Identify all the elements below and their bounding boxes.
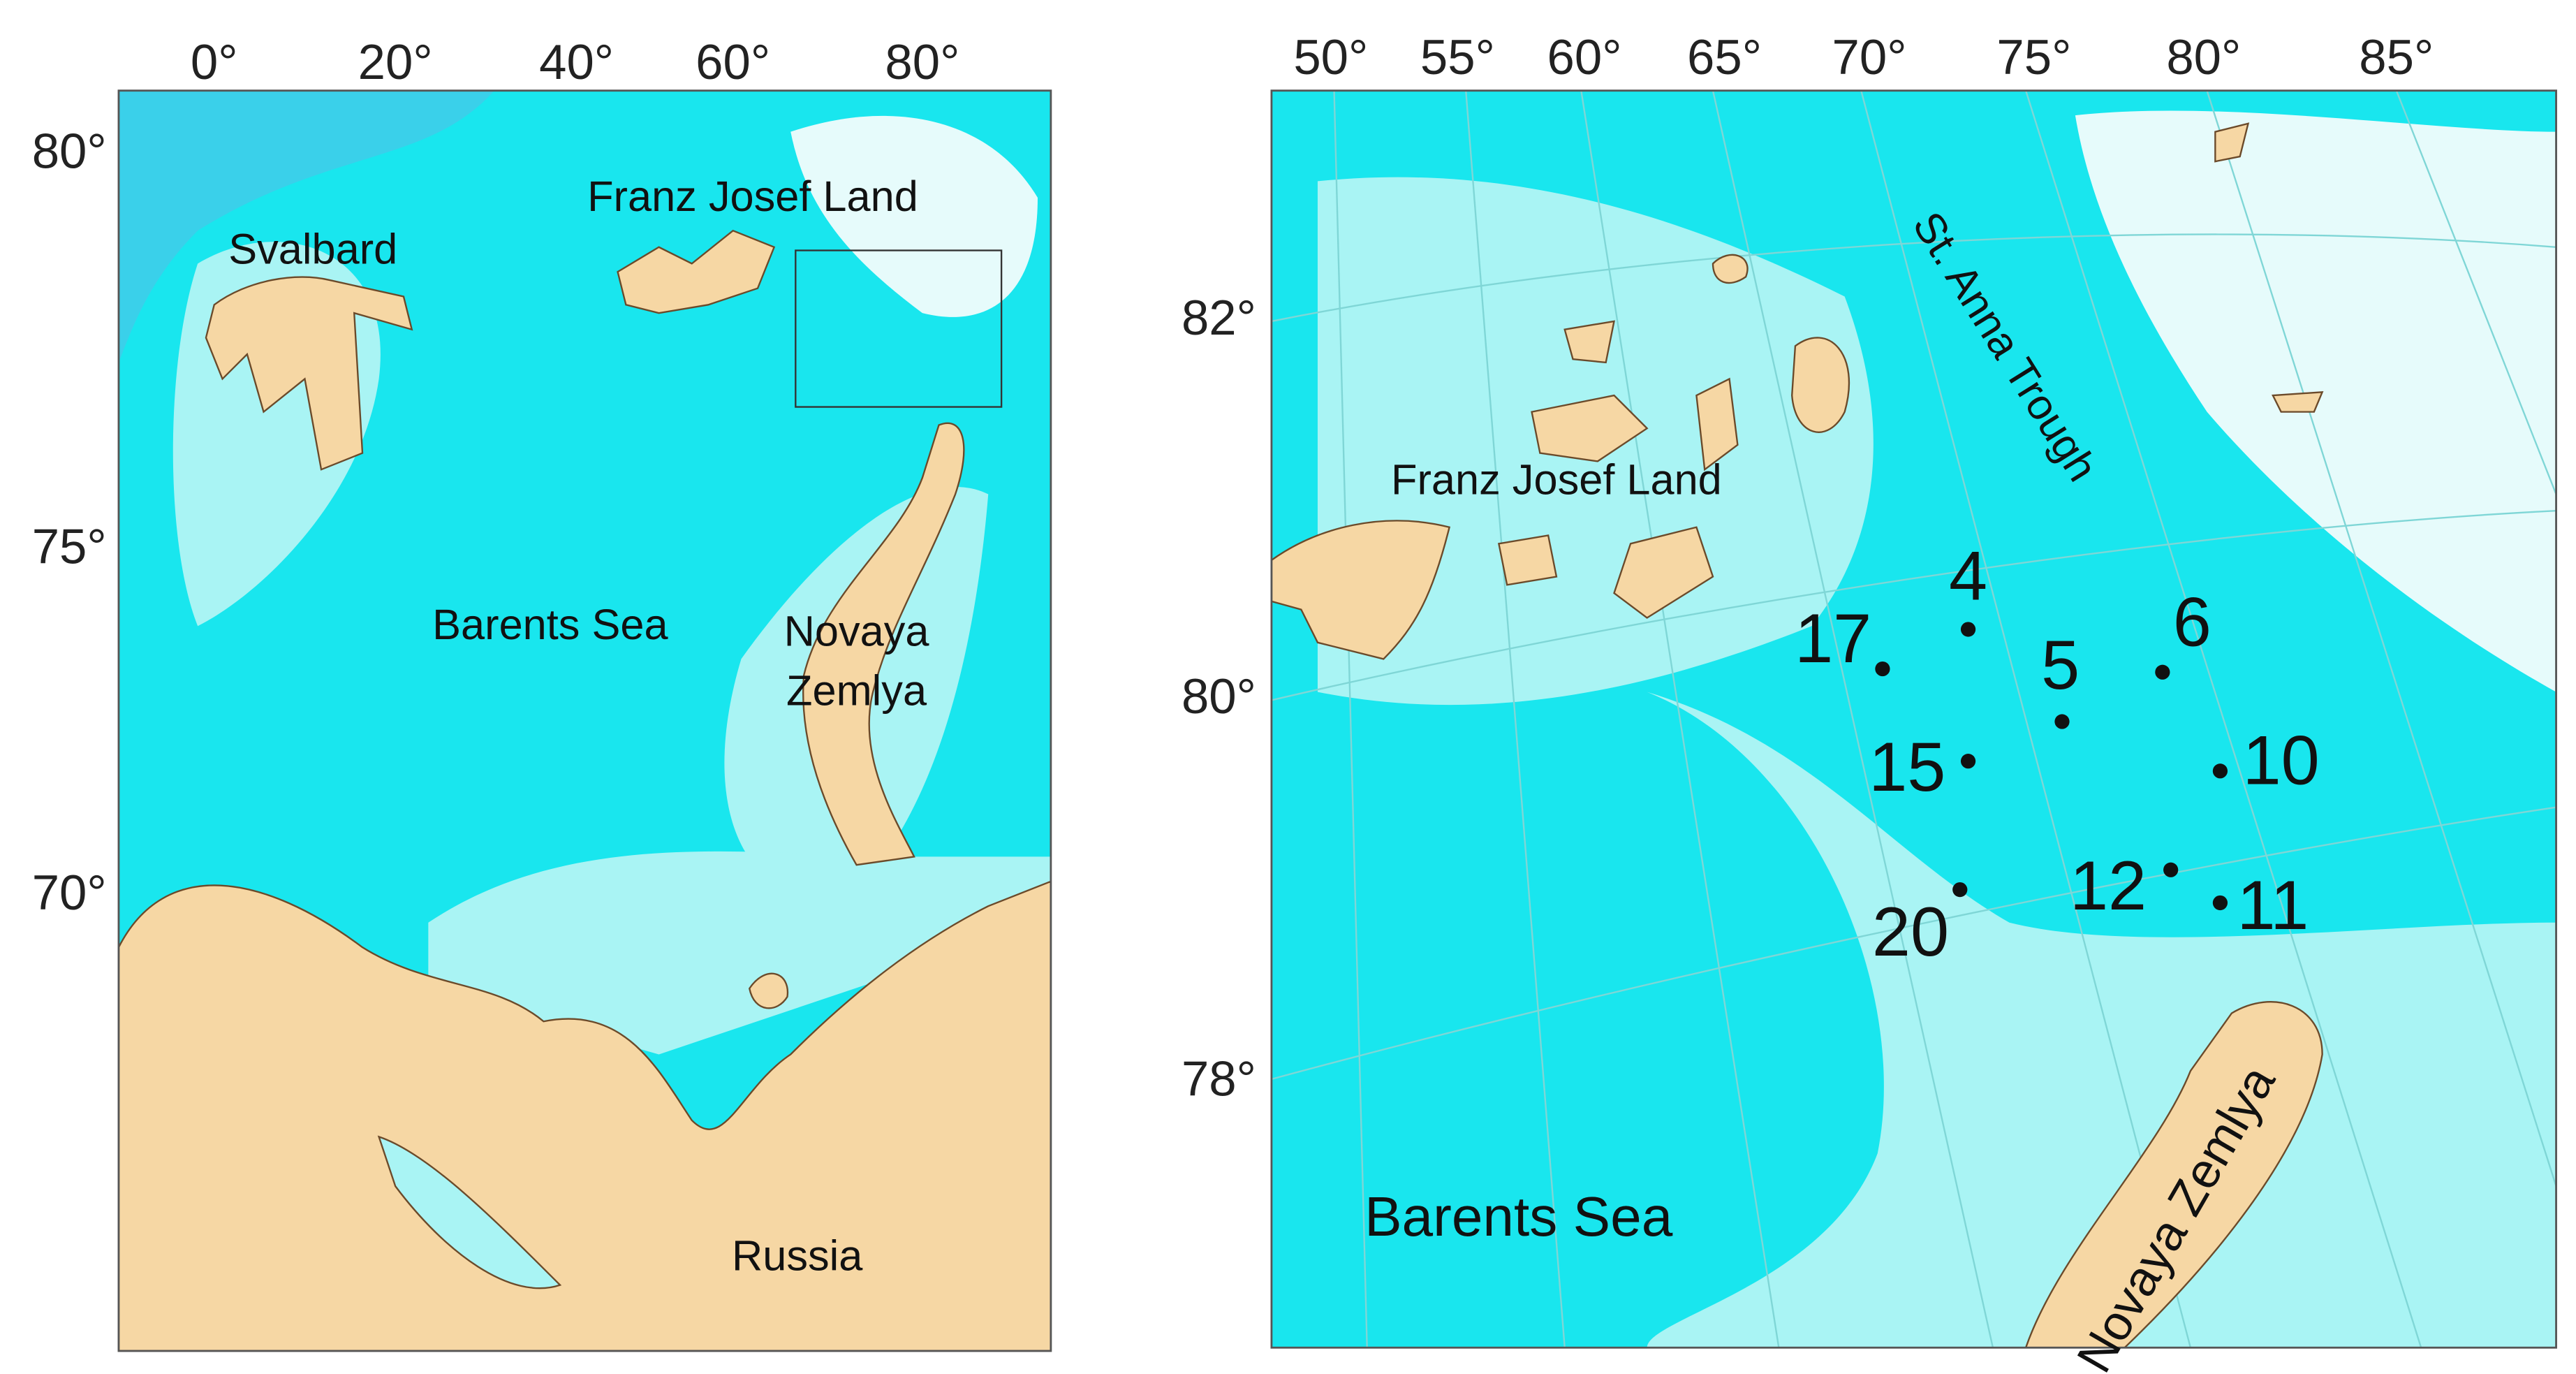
latitude-label: 75° <box>32 519 107 574</box>
franz-josef-land <box>1791 337 1850 433</box>
franz-josef-land <box>617 229 776 314</box>
station-dot <box>2163 862 2179 877</box>
longitude-label: 60° <box>1547 29 1622 85</box>
latitude-label: 80° <box>1182 668 1256 724</box>
station-dot <box>2212 895 2228 911</box>
kolguev <box>749 972 789 1009</box>
graticule <box>1333 90 2557 1348</box>
longitude-label: 65° <box>1687 29 1762 85</box>
place-label: Svalbard <box>228 224 397 272</box>
frame <box>1270 89 2557 1349</box>
longitude-label: 85° <box>2359 29 2434 85</box>
station-dot <box>2155 664 2170 680</box>
station-label: 12 <box>2070 847 2147 924</box>
place-label: Russia <box>732 1231 863 1279</box>
longitude-label: 80° <box>2166 29 2241 85</box>
station-label: 6 <box>2173 583 2211 661</box>
latitude-label: 80° <box>32 124 107 179</box>
longitude-label: 20° <box>358 34 433 89</box>
franz-josef-land <box>1531 394 1649 462</box>
russia <box>117 880 1052 1352</box>
station-dot <box>1952 882 1968 898</box>
longitude-label: 0° <box>191 34 238 89</box>
station-label: 4 <box>1949 536 1987 614</box>
station-label: 5 <box>2041 626 2080 703</box>
right-map <box>1270 89 2557 1349</box>
franz-josef-land <box>1613 526 1714 619</box>
longitude-label: 75° <box>1996 29 2071 85</box>
svalbard <box>205 276 413 471</box>
novaya-zemlya <box>802 422 965 866</box>
latitude-label: 70° <box>32 865 107 920</box>
station-label: 15 <box>1869 728 1945 805</box>
place-label: Zemlya <box>786 666 927 714</box>
longitude-label: 70° <box>1832 29 1907 85</box>
place-label: Barents Sea <box>1364 1185 1673 1248</box>
frame <box>117 89 1052 1352</box>
station-dot <box>1960 754 1976 769</box>
franz-josef-land <box>1270 520 1451 660</box>
station-dot <box>2212 763 2228 779</box>
station-label: 10 <box>2243 722 2320 799</box>
latitude-label: 82° <box>1182 290 1256 345</box>
place-label: Franz Josef Land <box>587 172 918 220</box>
station-dot <box>1960 622 1976 637</box>
longitude-label: 60° <box>695 34 770 89</box>
graticule <box>1271 509 2556 701</box>
left-map <box>117 89 1052 1352</box>
longitude-label: 80° <box>885 34 959 89</box>
longitude-label: 40° <box>539 34 614 89</box>
deep-water <box>118 90 494 363</box>
station-dot <box>1875 661 1890 677</box>
place-label: Novaya <box>784 607 930 655</box>
station-dot <box>2054 714 2070 729</box>
small-island <box>1497 122 2324 586</box>
franz-josef-land <box>1695 377 1739 472</box>
graticule <box>1271 806 2556 1080</box>
latitude-label: 78° <box>1182 1051 1256 1106</box>
inset-box <box>795 249 1003 408</box>
shelf <box>428 851 1051 1055</box>
station-label: 20 <box>1872 893 1949 970</box>
place-label: Barents Sea <box>432 600 668 648</box>
longitude-label: 50° <box>1293 29 1368 85</box>
white-sea <box>377 1135 562 1289</box>
graticule <box>1271 233 2556 323</box>
station-label: 11 <box>2237 866 2309 944</box>
shallow <box>790 115 1038 317</box>
place-label: Franz Josef Land <box>1391 455 1722 504</box>
shelf <box>1647 692 2556 1348</box>
novaya-zemlya <box>2024 1001 2323 1349</box>
longitude-label: 55° <box>1420 29 1495 85</box>
station-label: 17 <box>1795 599 1871 677</box>
